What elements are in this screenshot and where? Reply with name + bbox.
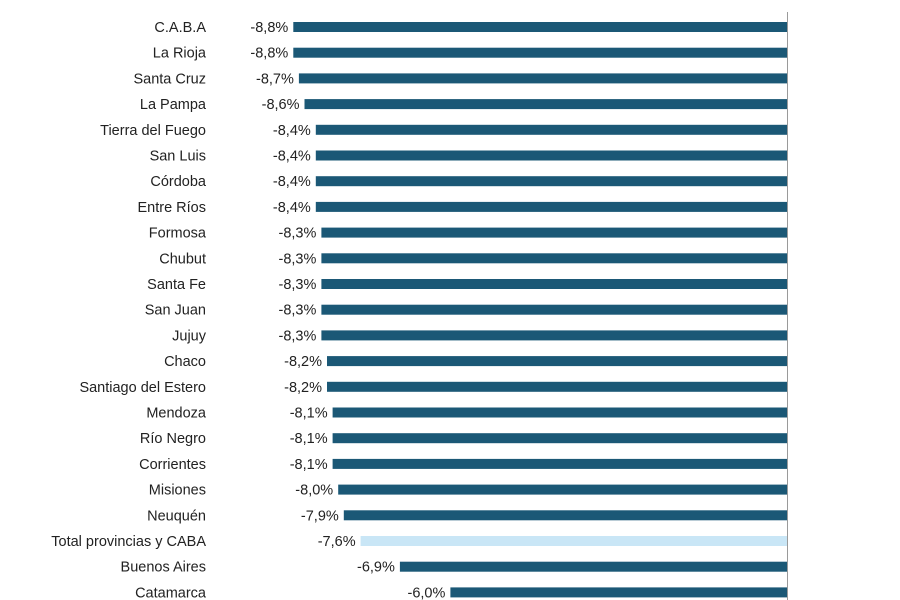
value-label: -8,3% bbox=[279, 226, 317, 242]
bar bbox=[399, 561, 787, 572]
value-label: -8,4% bbox=[273, 123, 311, 139]
category-label: Santiago del Estero bbox=[79, 380, 206, 396]
bar bbox=[321, 279, 787, 289]
value-label: -8,7% bbox=[256, 71, 294, 87]
bars-group bbox=[293, 22, 787, 598]
value-label: -8,1% bbox=[290, 431, 328, 447]
value-label: -6,0% bbox=[408, 585, 446, 600]
bar bbox=[343, 510, 787, 521]
category-label: San Juan bbox=[145, 303, 206, 319]
value-label: -8,8% bbox=[250, 20, 288, 36]
bar bbox=[321, 227, 787, 238]
value-label: -8,4% bbox=[273, 149, 311, 165]
category-label: Misiones bbox=[149, 483, 206, 499]
value-label: -8,0% bbox=[295, 483, 333, 499]
category-label: La Rioja bbox=[153, 46, 207, 62]
category-label: Entre Ríos bbox=[138, 200, 207, 216]
category-label: Santa Fe bbox=[147, 277, 206, 293]
category-label: San Luis bbox=[150, 149, 206, 165]
bar bbox=[298, 73, 787, 84]
value-label: -8,4% bbox=[273, 200, 311, 216]
bar bbox=[338, 484, 787, 495]
category-label: Chaco bbox=[164, 354, 206, 370]
category-labels-group: C.A.B.A La Rioja Santa Cruz La Pampa Tierra … bbox=[51, 20, 207, 600]
value-label: -6,9% bbox=[357, 560, 395, 576]
category-label: Mendoza bbox=[146, 406, 207, 422]
value-label: -7,6% bbox=[318, 534, 356, 550]
value-label: -8,6% bbox=[262, 97, 300, 113]
bar bbox=[293, 47, 787, 58]
bar bbox=[327, 356, 787, 367]
bar bbox=[315, 201, 787, 212]
bar bbox=[360, 536, 787, 546]
value-labels-group: -8,8% -8,8% -8,7% -8,6% -8,4% -8,4% -8,4% -8,4%… bbox=[250, 20, 445, 600]
value-label: -8,3% bbox=[279, 328, 317, 344]
category-label: La Pampa bbox=[140, 97, 207, 113]
category-label: Formosa bbox=[149, 226, 207, 242]
bar bbox=[321, 253, 787, 264]
bar bbox=[332, 458, 787, 469]
category-label: Neuquén bbox=[147, 508, 206, 524]
category-label: Catamarca bbox=[135, 585, 207, 600]
value-label: -8,1% bbox=[290, 406, 328, 422]
value-label: -8,3% bbox=[279, 303, 317, 319]
value-label: -8,3% bbox=[279, 251, 317, 267]
bar bbox=[315, 150, 787, 161]
value-label: -8,8% bbox=[250, 46, 288, 62]
category-label: Tierra del Fuego bbox=[100, 123, 206, 139]
value-label: -8,2% bbox=[284, 354, 322, 370]
value-label: -8,4% bbox=[273, 174, 311, 190]
value-label: -7,9% bbox=[301, 508, 339, 524]
value-label: -8,1% bbox=[290, 457, 328, 473]
category-label: C.A.B.A bbox=[154, 20, 206, 36]
category-label: Santa Cruz bbox=[133, 71, 206, 87]
category-label: Chubut bbox=[159, 251, 206, 267]
bar bbox=[304, 99, 787, 110]
value-label: -8,2% bbox=[284, 380, 322, 396]
bar bbox=[293, 22, 787, 32]
bar bbox=[332, 433, 787, 444]
bar bbox=[450, 587, 787, 598]
category-label: Total provincias y CABA bbox=[51, 534, 206, 550]
bar bbox=[321, 304, 787, 315]
bar bbox=[332, 407, 787, 418]
category-label: Córdoba bbox=[150, 174, 207, 190]
category-label: Corrientes bbox=[139, 457, 206, 473]
bar bbox=[327, 381, 787, 392]
category-label: Río Negro bbox=[140, 431, 206, 447]
value-label: -8,3% bbox=[279, 277, 317, 293]
category-label: Buenos Aires bbox=[121, 560, 206, 576]
bar bbox=[315, 176, 787, 187]
bar bbox=[321, 330, 787, 341]
category-label: Jujuy bbox=[172, 328, 207, 344]
bar bbox=[315, 124, 787, 135]
